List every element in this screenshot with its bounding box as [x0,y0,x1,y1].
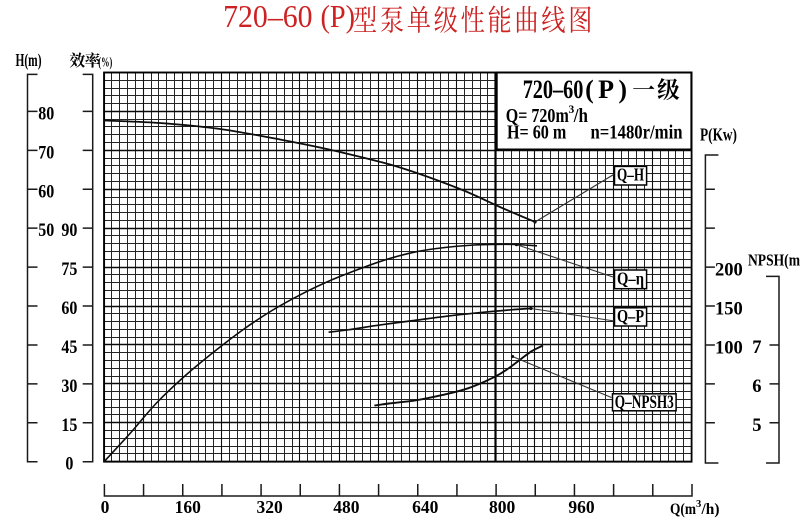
svg-text:3: 3 [569,104,575,116]
svg-text:60: 60 [38,182,54,202]
svg-text:NPSH(m: NPSH(m [748,251,800,270]
svg-text:P(Kw): P(Kw) [700,125,737,145]
svg-text:Q–H: Q–H [617,165,644,185]
svg-text:640: 640 [412,497,439,517]
svg-text:H= 60 m: H= 60 m [507,123,566,144]
svg-text:/h): /h) [701,501,720,518]
svg-text:160: 160 [175,497,202,517]
svg-text:75: 75 [61,260,77,280]
svg-text:480: 480 [333,497,360,517]
svg-text:100: 100 [715,338,743,358]
svg-text:320: 320 [256,497,283,517]
svg-text:(%): (%) [98,55,112,70]
svg-text:0: 0 [101,497,110,517]
svg-text:0: 0 [65,455,73,475]
svg-text:720–60 (P): 720–60 (P) [223,0,355,34]
svg-text:/h: /h [573,106,588,127]
svg-text:15: 15 [61,416,77,436]
svg-text:7: 7 [752,338,761,358]
svg-text:(P): (P) [585,75,627,104]
svg-text:200: 200 [715,261,743,281]
svg-text:5: 5 [752,416,761,436]
svg-text:30: 30 [61,377,77,397]
svg-text:6: 6 [752,377,761,397]
svg-text:70: 70 [38,143,54,163]
svg-text:H(m): H(m) [16,50,42,71]
svg-text:150: 150 [715,300,743,320]
svg-text:Q–η: Q–η [617,268,644,288]
svg-text:80: 80 [38,104,54,124]
svg-text:Q= 720m: Q= 720m [506,106,569,127]
svg-text:45: 45 [61,338,77,358]
svg-text:50: 50 [38,221,54,241]
svg-text:Q–NPSH3: Q–NPSH3 [615,392,674,413]
svg-text:n=1480r/min: n=1480r/min [591,123,683,144]
svg-text:960: 960 [568,497,595,517]
svg-text:60: 60 [61,299,77,319]
svg-text:Q–P: Q–P [617,306,644,326]
svg-text:720–60: 720–60 [523,75,584,104]
svg-text:3: 3 [696,499,701,510]
svg-text:Q(m: Q(m [670,501,697,518]
svg-text:90: 90 [61,221,77,241]
svg-text:800: 800 [489,497,516,517]
